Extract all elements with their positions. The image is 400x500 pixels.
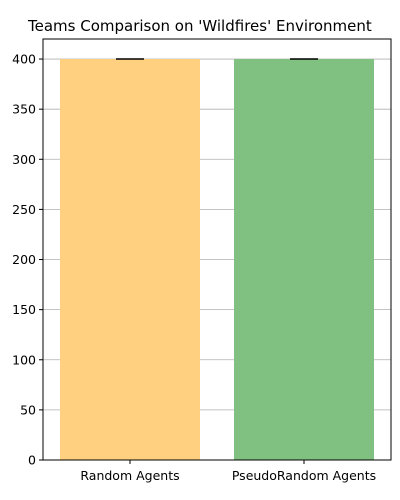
y-tick-label: 0 bbox=[28, 453, 36, 468]
y-tick-label: 350 bbox=[12, 102, 36, 117]
y-tick-label: 200 bbox=[12, 252, 36, 267]
x-tick-label: PseudoRandom Agents bbox=[232, 468, 376, 483]
y-tick-label: 150 bbox=[12, 302, 36, 317]
chart-title: Teams Comparison on 'Wildfires' Environm… bbox=[27, 17, 372, 35]
bars bbox=[60, 59, 374, 461]
x-axis-ticks: Random Agents PseudoRandom Agents bbox=[80, 460, 376, 483]
y-tick-label: 400 bbox=[12, 52, 36, 67]
y-axis-ticks: 0 50 100 150 200 250 300 350 400 bbox=[12, 52, 43, 468]
bar bbox=[234, 59, 374, 461]
x-tick-label: Random Agents bbox=[80, 468, 179, 483]
plot-frame bbox=[42, 38, 392, 461]
y-tick-label: 250 bbox=[12, 202, 36, 217]
y-tick-label: 50 bbox=[20, 402, 36, 417]
bar bbox=[60, 59, 200, 461]
y-tick-label: 100 bbox=[12, 352, 36, 367]
y-tick-label: 300 bbox=[12, 152, 36, 167]
